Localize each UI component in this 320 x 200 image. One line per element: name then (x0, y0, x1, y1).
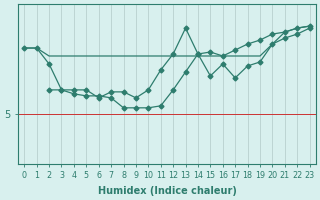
X-axis label: Humidex (Indice chaleur): Humidex (Indice chaleur) (98, 186, 236, 196)
